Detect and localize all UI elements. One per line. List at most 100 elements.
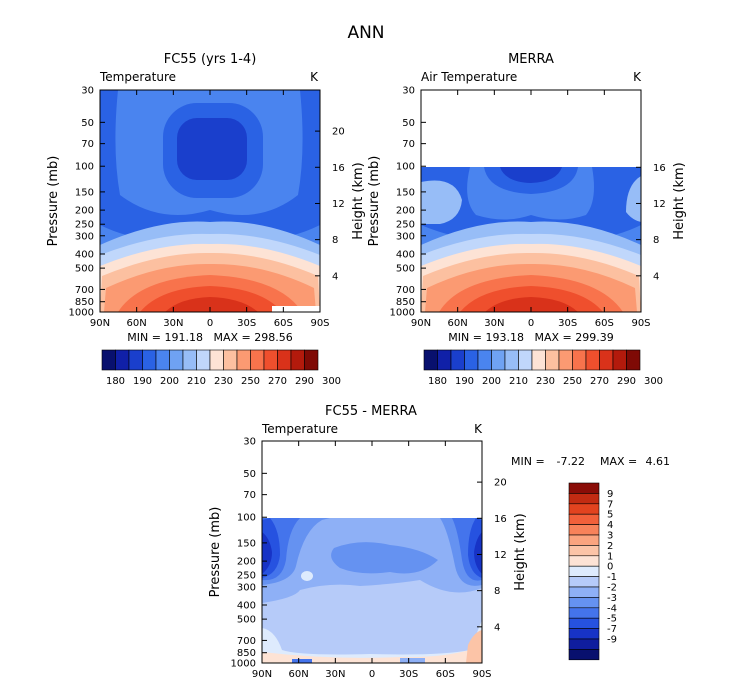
contour-band: [500, 167, 562, 183]
stats-text: MIN = 193.18 MAX = 299.39: [448, 331, 613, 344]
colorbar-swatch: [464, 349, 479, 371]
y-tick-label: 30: [81, 86, 94, 97]
colorbar-swatch: [423, 349, 438, 371]
colorbar-swatch: [450, 349, 465, 371]
colorbar-swatch: [568, 545, 600, 557]
colorbar-swatch: [115, 349, 130, 371]
colorbar-swatch: [568, 493, 600, 505]
y-tick-label: 500: [75, 264, 94, 275]
y-tick-label: 250: [237, 571, 256, 582]
stats-min-value: -7.22: [557, 455, 585, 468]
y-tick-label: 250: [396, 220, 415, 231]
colorbar: 180 190 200 210 230 250 270 290 300: [423, 349, 663, 387]
colorbar-swatch: [169, 349, 184, 371]
x-tick-label: 30N: [163, 318, 183, 329]
y2-axis-label: Height (km): [513, 513, 528, 590]
y-tick-label: 30: [402, 86, 415, 97]
y-axis-label: Pressure (mb): [208, 507, 223, 598]
colorbar-label: 180: [106, 376, 125, 387]
contour-band: [485, 297, 578, 312]
y-tick-label: 700: [396, 285, 415, 296]
y2-tick-label: 12: [494, 550, 507, 561]
x-tick-label: 0: [528, 318, 534, 329]
y-tick-label: 150: [75, 187, 94, 198]
y-tick-label: 70: [243, 490, 256, 501]
colorbar-label: 190: [133, 376, 152, 387]
colorbar-swatch: [142, 349, 157, 371]
stats-max-value: 4.61: [646, 455, 671, 468]
colorbar-swatch: [599, 349, 614, 371]
y-tick-label: 100: [237, 513, 256, 524]
y-tick-label: 300: [396, 231, 415, 242]
x-tick-label: 30N: [484, 318, 504, 329]
y-tick-label: 300: [237, 582, 256, 593]
colorbar-label: 0: [607, 562, 613, 573]
x-tick-label: 90N: [411, 318, 431, 329]
colorbar-label: -1: [607, 572, 617, 583]
colorbar-label: -3: [607, 593, 617, 604]
panel-title: MERRA: [508, 52, 554, 67]
colorbar-label: -2: [607, 583, 617, 594]
colorbar-swatch: [250, 349, 265, 371]
colorbar-label: 290: [617, 376, 636, 387]
colorbar-label: -5: [607, 614, 617, 625]
colorbar-label: 270: [268, 376, 287, 387]
y-tick-label: 850: [75, 297, 94, 308]
colorbar-label: 200: [160, 376, 179, 387]
y-tick-label: 250: [75, 220, 94, 231]
y-tick-label: 100: [396, 162, 415, 173]
colorbar-swatch: [304, 349, 319, 371]
y2-tick-label: 12: [653, 199, 666, 210]
stats-text: MIN = 191.18 MAX = 298.56: [127, 331, 292, 344]
contour-band: [331, 542, 438, 574]
colorbar-swatch: [236, 349, 251, 371]
colorbar-label: 200: [482, 376, 501, 387]
colorbar-swatch: [612, 349, 627, 371]
stats-max-label: MAX =: [600, 455, 637, 468]
colorbar-label: 180: [428, 376, 447, 387]
y-tick-label: 150: [396, 187, 415, 198]
variable-label: Temperature: [99, 70, 176, 84]
colorbar-swatch: [545, 349, 560, 371]
panel-merra: MERRA Air Temperature K: [367, 52, 687, 387]
variable-label: Temperature: [261, 422, 338, 436]
colorbar-label: -9: [607, 635, 617, 646]
x-tick-label: 60S: [274, 318, 293, 329]
colorbar-swatch: [568, 503, 600, 515]
x-tick-label: 30S: [558, 318, 577, 329]
panel-fc55: FC55 (yrs 1-4) Temperature K: [46, 52, 366, 387]
x-tick-label: 60S: [595, 318, 614, 329]
colorbar-swatch: [128, 349, 143, 371]
panel-difference: FC55 - MERRA Temperature K: [208, 404, 670, 680]
y2-tick-label: 16: [332, 163, 345, 174]
y-tick-label: 850: [237, 648, 256, 659]
colorbar-swatch: [223, 349, 238, 371]
y-tick-label: 50: [402, 118, 415, 129]
stats-min-label: MIN =: [511, 455, 545, 468]
x-tick-label: 0: [207, 318, 213, 329]
x-tick-label: 30N: [325, 669, 345, 680]
panel-title: FC55 - MERRA: [325, 404, 417, 419]
colorbar-swatch: [568, 628, 600, 640]
y2-tick-label: 8: [494, 586, 500, 597]
colorbar-swatch: [626, 349, 641, 371]
colorbar-swatch: [568, 555, 600, 567]
colorbar-swatch: [568, 649, 600, 661]
colorbar-swatch: [572, 349, 587, 371]
y-tick-label: 1000: [69, 308, 94, 319]
colorbar-swatch: [263, 349, 278, 371]
y-tick-label: 500: [396, 264, 415, 275]
y-tick-label: 100: [75, 162, 94, 173]
y-tick-label: 200: [396, 206, 415, 217]
missing-data: [272, 306, 320, 312]
y2-axis-label: Height (km): [351, 162, 366, 239]
y-tick-label: 200: [75, 206, 94, 217]
colorbar-label: 190: [455, 376, 474, 387]
colorbar-label: 250: [563, 376, 582, 387]
colorbar-swatch: [477, 349, 492, 371]
y-tick-label: 400: [396, 249, 415, 260]
colorbar-swatch: [568, 638, 600, 650]
colorbar-swatch: [568, 586, 600, 598]
y-tick-label: 150: [237, 538, 256, 549]
